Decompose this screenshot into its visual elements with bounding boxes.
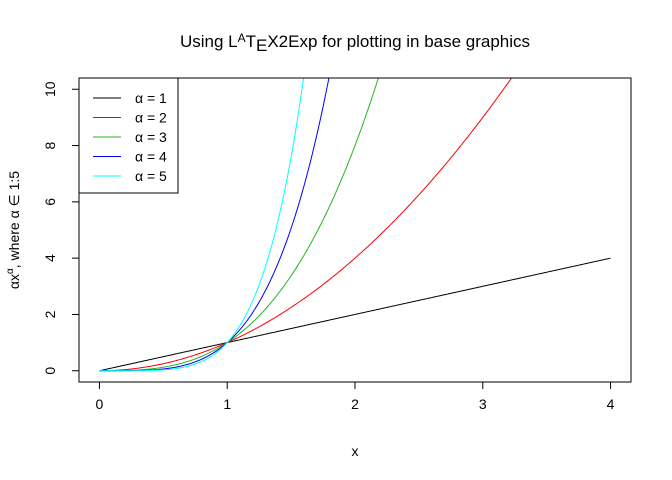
y-tick-label: 2	[42, 310, 58, 318]
y-tick-label: 0	[42, 367, 58, 375]
y-tick-label: 8	[42, 141, 58, 149]
y-tick-label: 6	[42, 198, 58, 206]
legend-label: α = 5	[135, 168, 167, 184]
series-line-alpha-2	[99, 78, 513, 372]
legend-label: α = 3	[135, 129, 167, 145]
x-tick-label: 3	[479, 396, 487, 412]
x-tick-label: 0	[96, 396, 104, 412]
y-tick-label: 10	[42, 81, 58, 97]
series-line-alpha-1	[99, 257, 611, 372]
legend-label: α = 2	[135, 110, 167, 126]
chart-title: Using LATEX2Exp for plotting in base gra…	[180, 31, 530, 55]
x-tick-label: 4	[607, 396, 615, 412]
series-line-alpha-3	[99, 78, 379, 372]
x-axis-label: x	[352, 443, 359, 459]
legend-label: α = 4	[135, 149, 167, 165]
x-tick-label: 1	[223, 396, 231, 412]
series-line-alpha-5	[99, 78, 305, 372]
plot-frame	[78, 77, 632, 383]
legend-label: α = 1	[135, 90, 167, 106]
x-tick-label: 2	[351, 396, 359, 412]
series-line-alpha-4	[99, 78, 330, 372]
y-tick-label: 4	[42, 254, 58, 262]
series-layer	[99, 78, 611, 372]
legend-box	[78, 77, 179, 194]
y-axis-label: αxα, where α ∈ 1:5	[5, 171, 22, 289]
legend: α = 1 α = 2 α = 3 α = 4 α = 5	[78, 77, 179, 194]
